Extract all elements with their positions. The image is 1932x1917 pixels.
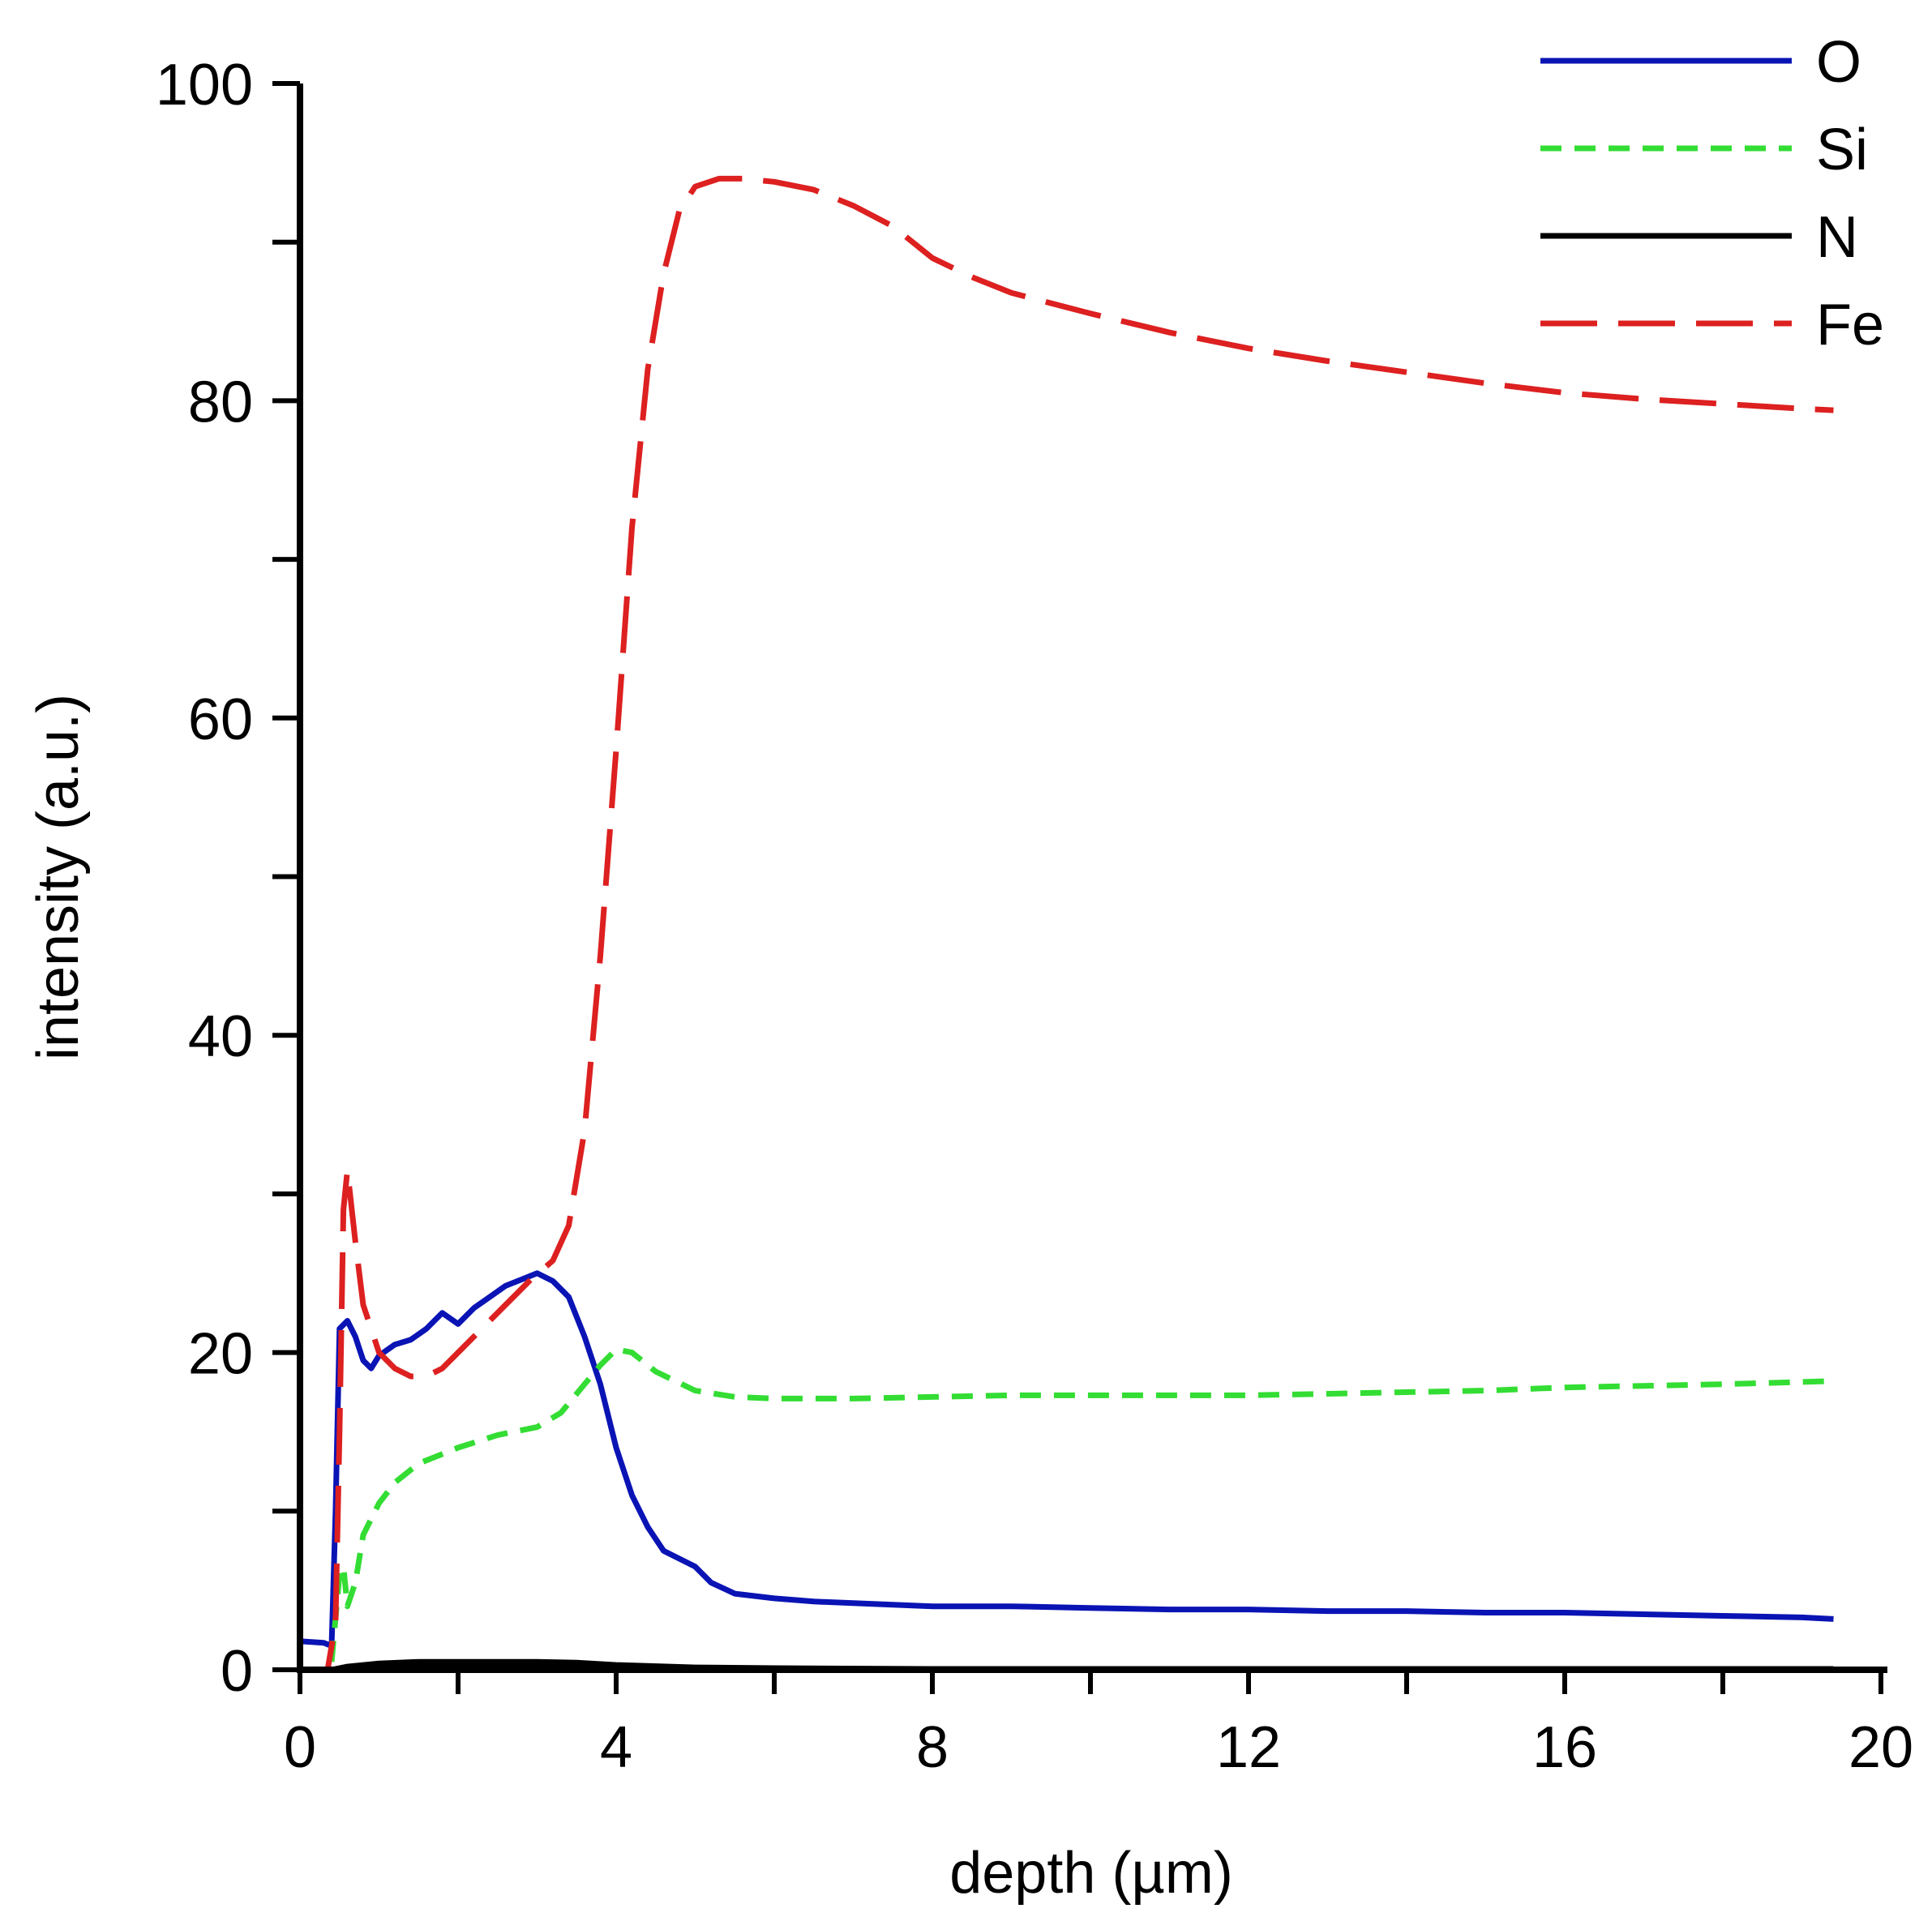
x-tick-label: 0 xyxy=(284,1715,316,1780)
legend-label-o: O xyxy=(1816,30,1861,95)
ticks: 0 4 8 12 16 20 0 20 40 60 80 100 xyxy=(156,53,1913,1780)
legend-label-fe: Fe xyxy=(1816,293,1884,357)
series-line-fe xyxy=(300,175,1834,1673)
x-tick-label: 12 xyxy=(1216,1715,1281,1780)
x-tick-label: 20 xyxy=(1848,1715,1913,1780)
legend-label-si: Si xyxy=(1816,118,1868,182)
y-tick-label: 20 xyxy=(188,1322,253,1387)
x-axis-title: depth (µm) xyxy=(949,1841,1233,1906)
x-tick-label: 16 xyxy=(1532,1715,1597,1780)
x-tick-label: 8 xyxy=(916,1715,949,1780)
y-tick-label: 60 xyxy=(188,687,253,752)
series-line-si xyxy=(328,1346,1834,1662)
legend: O Si N Fe xyxy=(1540,30,1884,357)
y-tick-label: 40 xyxy=(188,1004,253,1069)
y-tick-label: 100 xyxy=(156,53,253,118)
series-line-o xyxy=(299,1270,1834,1650)
y-tick-label: 80 xyxy=(188,370,253,434)
x-tick-label: 4 xyxy=(600,1715,632,1780)
series-layer xyxy=(299,175,1834,1673)
y-axis-title: intensity (a.u.) xyxy=(26,694,91,1060)
legend-label-n: N xyxy=(1816,205,1858,270)
y-tick-label: 0 xyxy=(221,1639,253,1704)
